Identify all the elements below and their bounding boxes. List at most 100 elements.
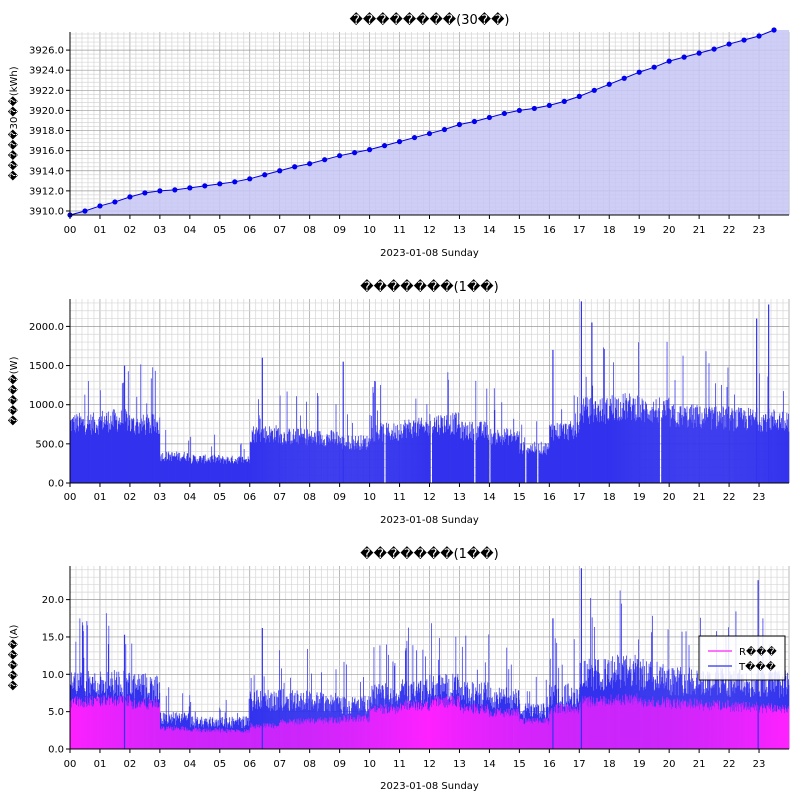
- power-bar: [523, 442, 525, 483]
- y-tick-label: 2000.0: [29, 322, 64, 333]
- current-bar-r: [285, 722, 287, 749]
- current-bar-r: [543, 723, 545, 749]
- current-bar-r: [599, 700, 601, 749]
- current-bar-r: [532, 718, 534, 749]
- power-bar: [288, 431, 289, 483]
- power-bar: [733, 418, 734, 483]
- power-bar: [629, 396, 631, 483]
- power-bar: [540, 453, 542, 483]
- power-bar: [300, 415, 301, 483]
- power-bar: [420, 425, 421, 483]
- current-bar-r: [323, 719, 325, 749]
- power-bar: [738, 407, 739, 483]
- power-bar: [284, 442, 286, 483]
- current-bar-r: [426, 701, 428, 749]
- current-bar-t: [189, 695, 191, 749]
- current-bar-r: [383, 713, 385, 749]
- current-bar-r: [85, 702, 87, 749]
- current-bar-t: [75, 641, 77, 749]
- power-bar: [436, 432, 438, 483]
- current-bar-r: [701, 699, 702, 749]
- current-bar-t: [373, 647, 375, 749]
- power-bar: [539, 450, 541, 483]
- power-bar: [477, 426, 479, 483]
- power-bar: [138, 426, 140, 483]
- power-bar: [770, 415, 772, 483]
- power-bar: [116, 416, 118, 483]
- power-bar: [321, 435, 323, 483]
- current-bar-r: [741, 711, 743, 749]
- current-bar-r: [189, 730, 191, 749]
- current-bar-r: [736, 711, 738, 749]
- current-bar-r: [250, 722, 252, 749]
- power-bar: [423, 426, 425, 483]
- power-bar: [578, 424, 580, 483]
- current-bar-r: [737, 706, 739, 749]
- power-bar: [126, 417, 128, 483]
- current-bar-r: [115, 706, 117, 749]
- power-bar: [593, 408, 595, 483]
- current-bar-r: [70, 707, 72, 749]
- power-bar: [375, 425, 377, 483]
- power-bar: [693, 428, 694, 483]
- current-bar-r: [594, 703, 596, 749]
- power-bar: [634, 404, 635, 483]
- current-bar-r: [195, 728, 197, 749]
- power-bar: [372, 386, 374, 483]
- current-bar-t: [248, 698, 250, 749]
- current-bar-r: [180, 728, 182, 749]
- current-bar-r: [327, 722, 329, 749]
- power-bar: [210, 462, 212, 483]
- current-bar-r: [651, 699, 653, 749]
- current-bar-r: [204, 728, 206, 749]
- power-bar: [605, 423, 607, 483]
- power-bar: [73, 430, 75, 483]
- current-bar-t: [250, 693, 251, 749]
- current-bar-r: [635, 696, 636, 749]
- current-bar-r: [371, 709, 373, 749]
- power-bar: [538, 443, 540, 483]
- current-bar-r: [637, 704, 639, 749]
- power-bar: [781, 428, 783, 483]
- power-bar: [723, 429, 725, 483]
- power-bar: [140, 418, 142, 483]
- current-bar-r: [217, 729, 219, 749]
- current-bar-r: [697, 706, 698, 749]
- current-bar-r: [778, 709, 780, 749]
- power-bar: [785, 428, 787, 483]
- current-bar-r: [516, 712, 518, 749]
- current-bar-r: [187, 730, 189, 749]
- power-bar: [290, 444, 291, 483]
- power-bar: [736, 428, 737, 483]
- power-bar: [478, 426, 480, 483]
- data-point: [621, 75, 627, 81]
- current-bar-r: [406, 709, 407, 749]
- current-bar-t: [624, 660, 625, 749]
- power-bar: [707, 417, 708, 483]
- power-bar: [462, 431, 464, 483]
- current-bar-r: [533, 721, 535, 749]
- current-bar-r: [478, 714, 480, 749]
- power-bar: [352, 443, 354, 483]
- current-bar-r: [528, 722, 530, 749]
- power-bar: [566, 434, 568, 483]
- power-bar: [376, 431, 377, 483]
- current-bar-r: [614, 704, 615, 749]
- power-bar: [170, 460, 172, 483]
- current-bar-r: [603, 701, 605, 749]
- x-tick-label: 14: [483, 225, 496, 236]
- current-bar-r: [333, 723, 334, 749]
- power-bar: [726, 387, 728, 483]
- power-bar: [709, 409, 711, 483]
- current-bar-r: [95, 696, 97, 749]
- power-bar: [493, 435, 495, 483]
- power-bar: [314, 432, 315, 483]
- x-tick-label: 04: [183, 759, 196, 770]
- power-bar: [141, 421, 143, 483]
- current-bar-r: [471, 710, 473, 749]
- current-bar-r: [689, 699, 691, 749]
- power-bar: [723, 407, 724, 483]
- current-bar-r: [523, 717, 525, 749]
- power-bar: [627, 401, 629, 483]
- current-bar-r: [685, 699, 687, 749]
